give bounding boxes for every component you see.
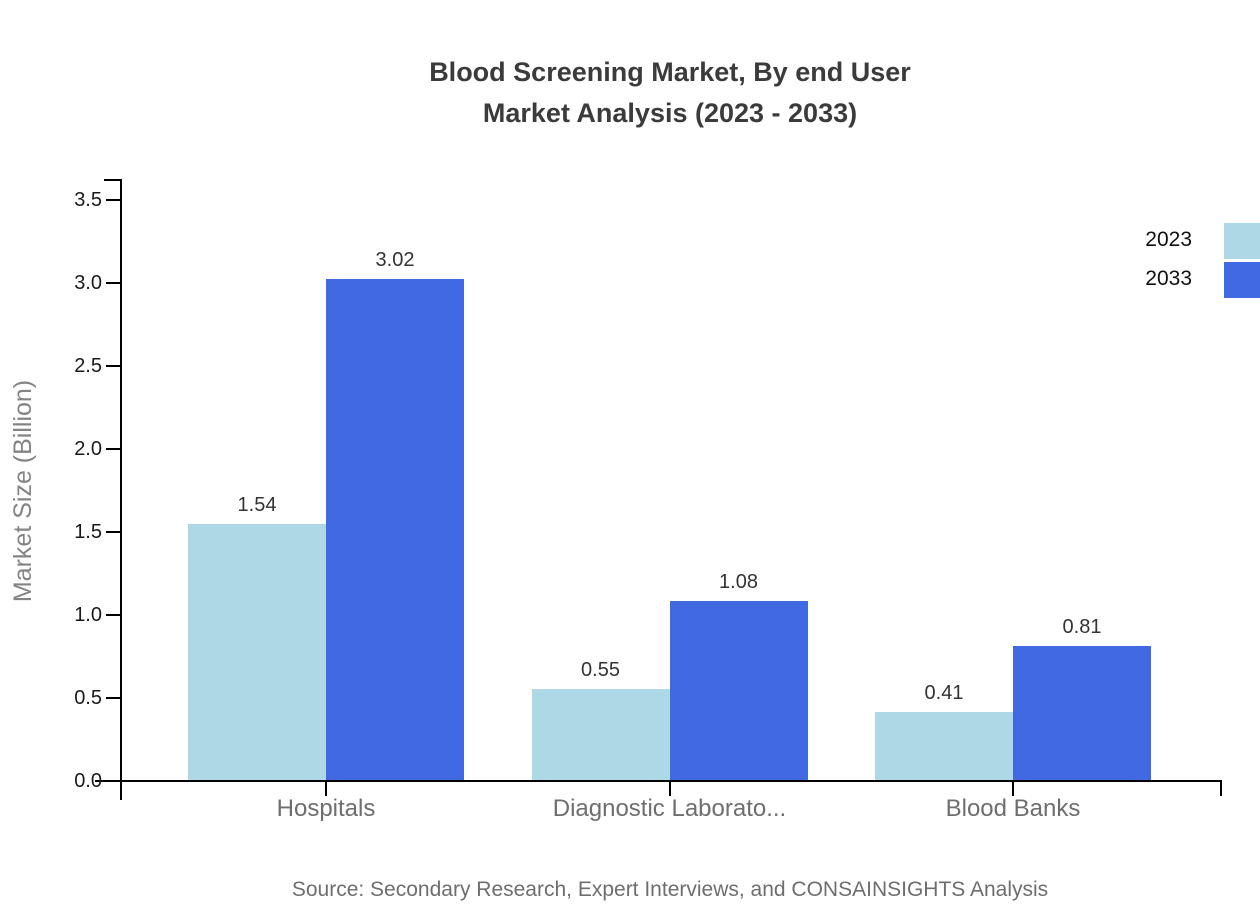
bar-value-label: 0.41 xyxy=(924,681,964,704)
y-axis-top-cap xyxy=(104,179,120,181)
bar-2023-2 xyxy=(531,688,670,780)
y-tick xyxy=(106,448,120,450)
y-tick xyxy=(106,614,120,616)
y-tick-label: 1.0 xyxy=(74,604,102,626)
y-tick-label: 2.0 xyxy=(74,438,102,460)
bar-value-label: 0.81 xyxy=(1062,615,1102,638)
y-tick xyxy=(106,282,120,284)
category-label: Blood Banks xyxy=(945,795,1081,822)
y-tick xyxy=(106,697,120,699)
chart-title: Blood Screening Market, By end User Mark… xyxy=(80,52,1260,134)
y-tick-label: 2.5 xyxy=(74,355,102,377)
y-tick-label: 3.5 xyxy=(74,189,102,211)
chart-title-line1: Blood Screening Market, By end User xyxy=(429,57,911,87)
y-tick xyxy=(106,780,120,782)
category-label: Hospitals xyxy=(276,795,376,822)
bar-value-label: 0.55 xyxy=(581,658,620,681)
bar-2033-1 xyxy=(326,278,464,780)
y-tick xyxy=(106,199,120,201)
x-axis-line xyxy=(95,780,1222,782)
category-label: Diagnostic Laborato... xyxy=(552,795,787,822)
y-tick-label: 0.0 xyxy=(74,770,102,792)
bar-2023-3 xyxy=(875,711,1013,780)
legend-swatch-2033 xyxy=(1224,262,1260,298)
x-tick xyxy=(668,780,671,796)
y-tick xyxy=(106,531,120,533)
bar-2023-1 xyxy=(188,524,326,780)
chart-title-line2: Market Analysis (2023 - 2033) xyxy=(482,98,858,128)
y-tick-label: 1.5 xyxy=(74,521,102,543)
x-tick xyxy=(325,780,327,796)
legend-swatch-2023 xyxy=(1224,223,1260,259)
source-note: Source: Secondary Research, Expert Inter… xyxy=(291,878,1049,901)
y-tick xyxy=(106,365,120,367)
bar-value-label: 3.02 xyxy=(375,248,415,271)
bar-value-label: 1.08 xyxy=(719,570,758,593)
y-axis-line xyxy=(120,179,122,800)
legend-item-2023: 2023 xyxy=(1145,228,1192,251)
x-tick xyxy=(1012,780,1014,796)
legend-item-2033: 2033 xyxy=(1145,267,1192,290)
x-axis-right-cap xyxy=(1220,780,1222,796)
y-tick-label: 0.5 xyxy=(74,687,102,709)
y-tick-label: 3.0 xyxy=(74,272,102,294)
bar-2033-3 xyxy=(1013,645,1151,780)
bar-2033-2 xyxy=(669,600,808,780)
bar-value-label: 1.54 xyxy=(237,494,277,517)
